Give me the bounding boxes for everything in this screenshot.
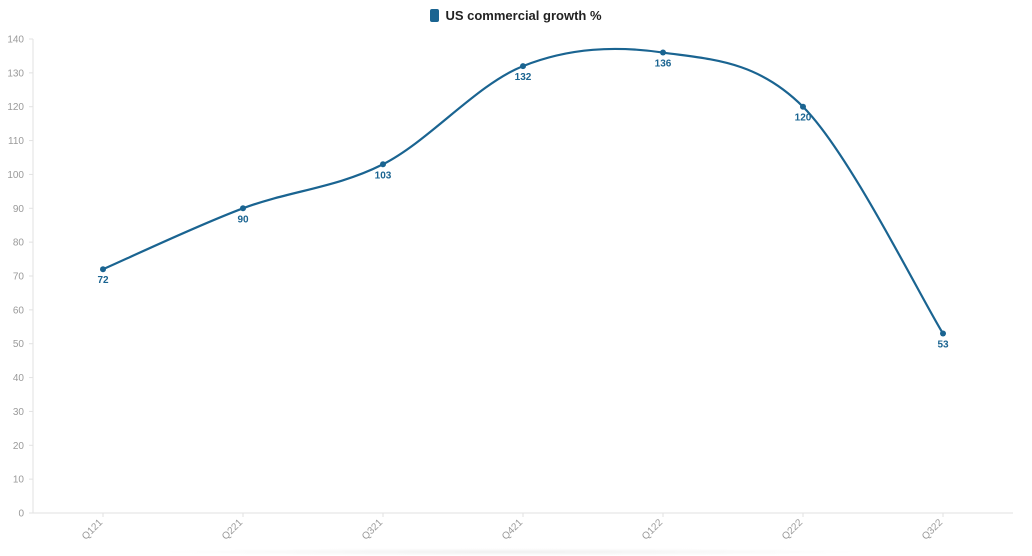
data-point bbox=[660, 49, 666, 56]
x-tick-label: Q322 bbox=[920, 517, 945, 542]
data-label: 72 bbox=[97, 275, 109, 286]
y-tick-label: 80 bbox=[13, 238, 25, 249]
y-tick-label: 120 bbox=[7, 102, 24, 113]
series-line bbox=[102, 47, 944, 335]
y-tick-label: 140 bbox=[7, 35, 24, 46]
data-label: 120 bbox=[795, 113, 812, 124]
data-point bbox=[800, 103, 806, 110]
data-label: 90 bbox=[237, 214, 249, 225]
data-point bbox=[240, 205, 246, 212]
y-tick-label: 100 bbox=[7, 170, 24, 181]
x-tick-label: Q222 bbox=[780, 517, 805, 542]
y-tick-label: 30 bbox=[13, 407, 25, 418]
x-tick-label: Q121 bbox=[80, 517, 105, 542]
x-tick-label: Q421 bbox=[500, 517, 525, 542]
y-tick-label: 110 bbox=[8, 136, 24, 147]
legend-swatch-icon bbox=[430, 8, 440, 22]
data-point bbox=[100, 266, 106, 273]
bottom-shadow bbox=[150, 548, 870, 556]
x-tick-label: Q122 bbox=[640, 517, 665, 542]
y-tick-label: 20 bbox=[13, 441, 25, 452]
data-label: 132 bbox=[515, 72, 532, 83]
data-point bbox=[380, 161, 386, 168]
y-tick-label: 90 bbox=[13, 204, 25, 215]
data-point bbox=[520, 63, 526, 70]
data-label: 136 bbox=[655, 59, 672, 70]
legend-label: US commercial growth % bbox=[445, 7, 602, 23]
y-tick-label: 60 bbox=[13, 305, 25, 316]
legend[interactable]: US commercial growth % bbox=[0, 6, 1032, 24]
y-tick-label: 40 bbox=[13, 373, 25, 384]
data-label: 103 bbox=[375, 170, 392, 181]
x-tick-label: Q221 bbox=[220, 517, 245, 542]
data-label: 53 bbox=[937, 340, 949, 351]
y-tick-label: 0 bbox=[18, 509, 24, 520]
y-tick-label: 10 bbox=[13, 475, 25, 486]
y-tick-label: 50 bbox=[13, 339, 25, 350]
y-tick-label: 130 bbox=[7, 68, 24, 79]
x-tick-label: Q321 bbox=[360, 517, 385, 542]
data-point bbox=[940, 330, 946, 337]
y-tick-label: 70 bbox=[13, 272, 25, 283]
